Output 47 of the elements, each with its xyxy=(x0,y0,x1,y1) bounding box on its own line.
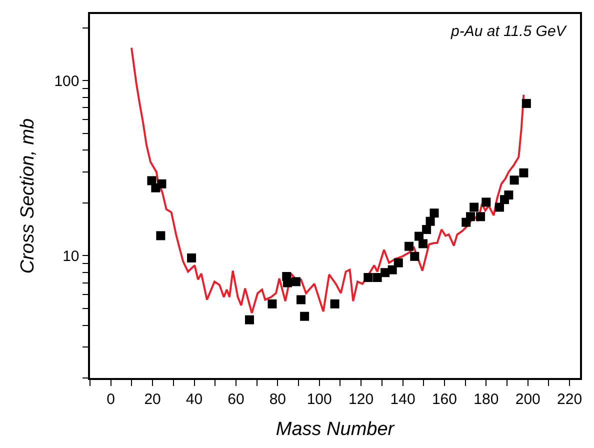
x-tick-label: 60 xyxy=(228,390,244,408)
point xyxy=(268,299,277,308)
point xyxy=(157,179,166,188)
x-tick-label: 80 xyxy=(269,390,286,408)
x-tick-label: 120 xyxy=(348,390,374,408)
y-axis-title: Cross Section, mb xyxy=(18,118,39,274)
x-tick-label: 200 xyxy=(515,390,540,408)
point xyxy=(156,231,166,240)
point xyxy=(482,198,491,207)
point xyxy=(147,176,156,186)
point xyxy=(282,278,292,288)
point xyxy=(245,315,254,324)
x-axis-title: Mass Number xyxy=(276,419,395,440)
y-tick-label: 10 xyxy=(62,248,80,265)
annotation: p-Au at 11.5 GeV xyxy=(450,23,568,40)
x-tick-label: 140 xyxy=(390,390,416,408)
point xyxy=(495,202,504,212)
x-tick-label: 180 xyxy=(474,390,499,408)
point xyxy=(470,202,479,212)
x-tick-label: 40 xyxy=(186,390,203,408)
point xyxy=(187,253,196,262)
line-series xyxy=(130,46,525,314)
point xyxy=(388,265,397,274)
point xyxy=(372,273,382,282)
point xyxy=(422,225,432,234)
point xyxy=(476,212,486,222)
point xyxy=(519,168,528,178)
x-tick-label: 100 xyxy=(306,390,332,408)
point xyxy=(418,239,428,248)
x-tick-label: 160 xyxy=(432,390,457,408)
x-tick-label: 220 xyxy=(557,390,582,408)
x-tick-label: 0 xyxy=(106,390,116,408)
point xyxy=(404,242,414,251)
point xyxy=(292,277,301,286)
point xyxy=(426,216,435,226)
point xyxy=(466,212,476,222)
point xyxy=(364,273,373,282)
point xyxy=(522,98,531,108)
point xyxy=(410,252,420,261)
point xyxy=(300,312,310,321)
point xyxy=(296,295,306,304)
x-tick-label: 20 xyxy=(144,390,161,408)
point xyxy=(430,208,439,218)
point xyxy=(510,176,519,185)
point xyxy=(394,258,403,268)
point xyxy=(504,190,514,200)
point xyxy=(330,299,340,308)
